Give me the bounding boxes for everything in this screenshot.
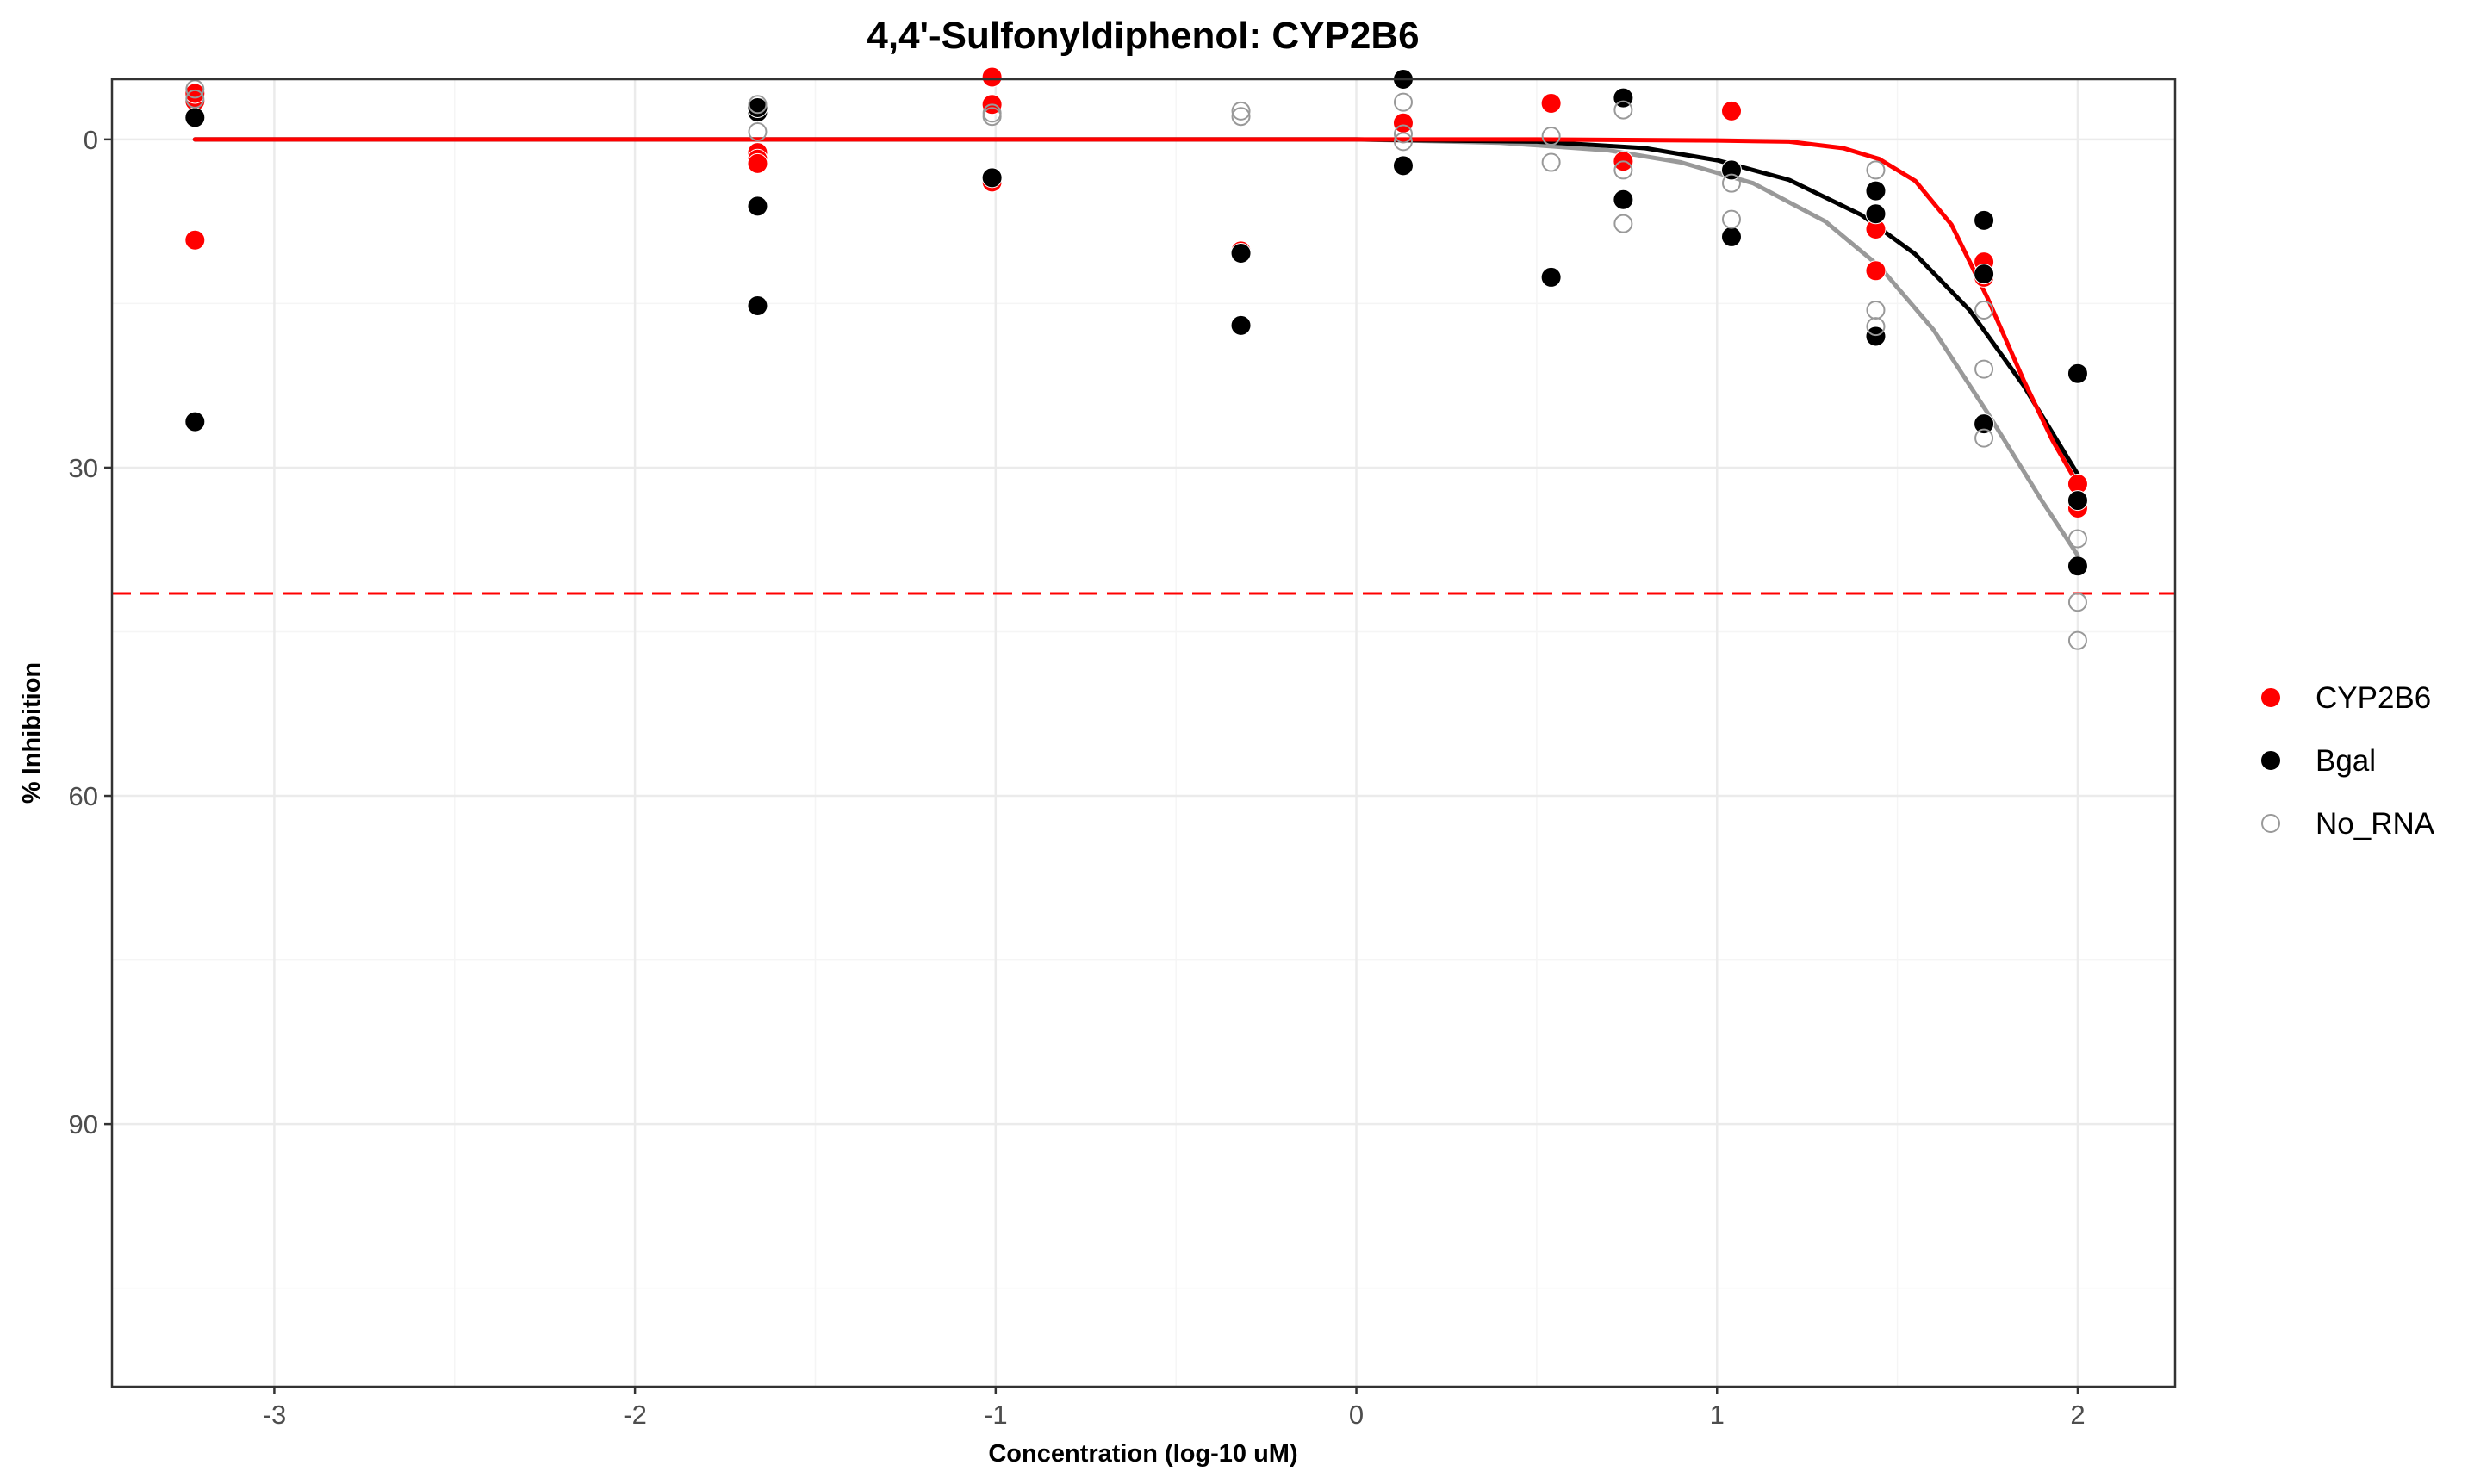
point-no-rna [1721,209,1741,229]
point-no-rna [1721,173,1741,193]
point-bgal [1974,413,1995,435]
point-cyp2b6 [184,229,206,251]
point-no-rna [982,107,1002,127]
point-no-rna [1974,428,1994,448]
y-tick-label: 90 [69,1109,98,1139]
x-tick-label: 0 [1349,1400,1364,1430]
legend-label-cyp2b6: CYP2B6 [2316,681,2431,715]
point-no-rna [1866,301,1886,320]
point-no-rna [2067,529,2087,549]
point-no-rna [1231,101,1251,121]
legend-label-bgal: Bgal [2316,744,2376,778]
point-bgal [1613,189,1634,210]
x-tick-label: -1 [984,1400,1008,1430]
point-bgal [1720,159,1742,181]
fit-curve-cyp2b6 [192,137,2080,487]
x-tick-label: -2 [623,1400,647,1430]
point-no-rna [748,95,768,115]
point-no-rna [185,79,205,99]
grid-lines [112,79,2175,1387]
point-bgal [1974,264,1995,285]
point-bgal [1865,203,1887,225]
point-bgal [1865,180,1887,202]
point-bgal [2067,363,2088,384]
legend-key-cyp2b6 [2260,687,2281,708]
y-tick-label: 60 [69,781,98,811]
point-bgal [747,295,768,316]
x-tick-label: 1 [1710,1400,1725,1430]
point-bgal [2067,490,2088,512]
point-no-rna [185,89,205,109]
fit-curves [192,137,2080,558]
plot-panel-border [110,78,2177,1388]
point-no-rna [1974,301,1994,320]
point-no-rna [2067,630,2087,650]
legend: CYP2B6 Bgal No_RNA [2260,681,2435,841]
point-no-rna [1974,359,1994,379]
point-bgal [747,97,768,119]
point-no-rna [2067,593,2087,612]
point-no-rna [1866,160,1886,180]
point-no-rna [1541,152,1561,172]
data-points [184,66,2088,650]
y-tick-label: 0 [84,125,98,155]
point-bgal [184,107,206,128]
point-bgal [1230,242,1252,264]
point-cyp2b6 [747,152,768,174]
point-no-rna [1866,317,1886,337]
y-tick-label: 30 [69,453,98,483]
point-bgal [1720,226,1742,247]
point-cyp2b6 [981,66,1003,88]
x-tick-label: 2 [2070,1400,2085,1430]
point-no-rna [1541,127,1561,146]
y-axis-title: % Inhibition [18,662,46,804]
point-bgal [981,167,1003,189]
point-no-rna [748,121,768,141]
point-no-rna [1231,107,1251,127]
x-tick-label: -3 [263,1400,287,1430]
legend-key-bgal [2260,750,2281,771]
point-bgal [2067,556,2088,577]
point-no-rna [1393,132,1413,152]
point-bgal [1392,155,1414,177]
point-no-rna [1613,160,1633,180]
point-no-rna [1613,214,1633,233]
point-cyp2b6 [1865,260,1887,282]
point-bgal [1230,314,1252,336]
point-no-rna [1613,100,1633,120]
axes: -3 -2 -1 0 1 2 0 30 60 90 [69,125,2086,1430]
point-bgal [747,196,768,217]
chart-title: 4,4'-Sulfonyldiphenol: CYP2B6 [867,15,1419,57]
point-bgal [184,411,206,432]
point-no-rna [1393,92,1413,112]
point-no-rna [1393,124,1413,144]
point-bgal [1540,266,1562,288]
point-cyp2b6 [1720,100,1742,121]
point-cyp2b6 [184,83,206,104]
point-bgal [1974,209,1995,231]
x-axis-title: Concentration (log-10 uM) [988,1440,1297,1468]
legend-key-no-rna [2261,814,2280,833]
legend-label-no-rna: No_RNA [2316,807,2435,841]
point-bgal [1865,326,1887,347]
point-cyp2b6 [1540,92,1562,114]
